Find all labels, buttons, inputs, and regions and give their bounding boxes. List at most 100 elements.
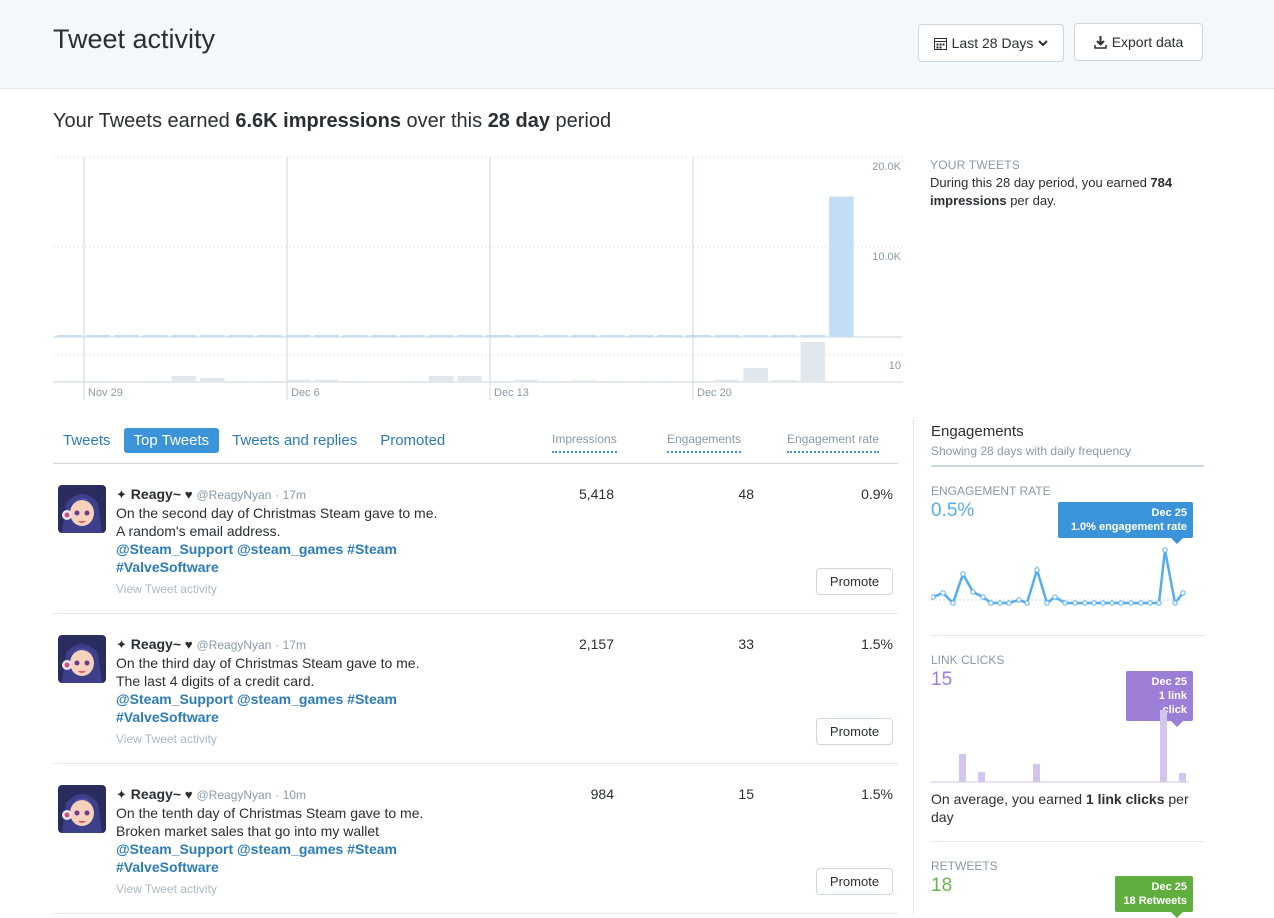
tab-top-tweets[interactable]: Top Tweets <box>123 427 220 453</box>
tweet-hashtag[interactable]: #ValveSoftware <box>116 559 219 575</box>
impressions-bar <box>228 335 254 337</box>
tweet-author-handle[interactable]: @ReagyNyan <box>196 638 272 652</box>
engagements-subtitle: Showing 28 days with daily frequency <box>931 444 1132 458</box>
link-clicks-average-value: 1 link clicks <box>1085 791 1165 807</box>
link-clicks-bar-chart <box>931 710 1189 783</box>
tweet-tabs: Tweets Top Tweets Tweets and replies Pro… <box>53 424 458 456</box>
secondary-bar <box>600 381 625 382</box>
tweet-hashtag[interactable]: #ValveSoftware <box>116 709 219 725</box>
tweet-mentions[interactable]: @Steam_Support @steam_games #Steam <box>116 691 397 707</box>
retweets-title: RETWEETS <box>931 859 998 873</box>
tweet-content: ✦ Reagy~ ♥ @ReagyNyan · 17m On the secon… <box>116 485 496 598</box>
tweet-author-name[interactable]: Reagy~ <box>130 486 181 502</box>
avatar[interactable] <box>58 635 106 683</box>
retweets-value: 18 <box>931 875 953 896</box>
calendar-icon <box>933 37 947 50</box>
tweet-row: ✦ Reagy~ ♥ @ReagyNyan · 17m On the third… <box>53 614 898 764</box>
engagement-rate-value: 0.5% <box>931 500 975 521</box>
link-clicks-tooltip: Dec 25 1 link click <box>1126 671 1193 727</box>
tweet-author-handle[interactable]: @ReagyNyan <box>196 788 272 802</box>
tweet-impressions: 5,418 <box>578 486 614 502</box>
tweet-list: ✦ Reagy~ ♥ @ReagyNyan · 17m On the secon… <box>53 463 898 914</box>
impressions-bar <box>800 335 826 337</box>
tweet-engagement-rate: 1.5% <box>861 636 893 652</box>
divider <box>931 841 1204 842</box>
engagement-rate-column-header[interactable]: Engagement rate <box>787 432 880 453</box>
tweet-author-name[interactable]: Reagy~ <box>130 786 181 802</box>
tweet-author-line: ✦ Reagy~ ♥ @ReagyNyan · 17m <box>116 485 496 504</box>
impressions-bar <box>657 335 683 337</box>
chevron-down-icon <box>1038 40 1049 47</box>
avatar[interactable] <box>58 785 106 833</box>
promote-button[interactable]: Promote <box>816 568 893 595</box>
tweet-impressions: 984 <box>590 786 614 802</box>
tweet-hashtag[interactable]: #ValveSoftware <box>116 859 219 875</box>
tab-tweets-and-replies[interactable]: Tweets and replies <box>232 431 358 449</box>
secondary-bar <box>314 379 339 382</box>
date-range-label: Last 28 Days <box>951 35 1034 51</box>
your-tweets-panel: YOUR TWEETS During this 28 day period, y… <box>930 158 1210 210</box>
impressions-bar <box>457 335 482 337</box>
tweet-row: ✦ Reagy~ ♥ @ReagyNyan · 17m On the secon… <box>53 464 898 614</box>
tweet-engagements: 33 <box>738 636 754 652</box>
tweet-engagements: 48 <box>738 486 754 502</box>
sparkle-icon: ✦ <box>116 637 127 652</box>
avatar[interactable] <box>58 485 106 533</box>
tweet-content: ✦ Reagy~ ♥ @ReagyNyan · 17m On the third… <box>116 635 496 748</box>
tweet-time: · 17m <box>275 638 306 652</box>
engagements-title: Engagements <box>931 423 1024 440</box>
engagement-rate-line-chart <box>931 547 1186 606</box>
secondary-bar <box>199 378 225 382</box>
tweet-mentions[interactable]: @Steam_Support @steam_games #Steam <box>116 841 397 857</box>
impressions-column-header[interactable]: Impressions <box>552 432 617 453</box>
tweet-author-handle[interactable]: @ReagyNyan <box>196 488 272 502</box>
heart-icon: ♥ <box>184 487 193 502</box>
your-tweets-text: During this 28 day period, you earned 78… <box>930 175 1173 208</box>
promote-button[interactable]: Promote <box>816 868 893 895</box>
tweet-engagement-rate: 0.9% <box>861 486 893 502</box>
tweet-text-line: On the second day of Christmas Steam gav… <box>116 505 438 521</box>
impressions-bar <box>628 335 654 337</box>
secondary-bar <box>57 380 82 382</box>
x-tick-label: Dec 13 <box>494 387 529 399</box>
view-tweet-activity-link[interactable]: View Tweet activity <box>116 582 217 596</box>
impressions-bar <box>686 335 711 337</box>
secondary-bar <box>543 381 568 382</box>
secondary-bar <box>514 379 540 382</box>
x-tick-label: Dec 6 <box>291 387 320 399</box>
secondary-bar <box>114 381 139 382</box>
engagements-panel: Engagements Showing 28 days with daily f… <box>913 420 1204 918</box>
date-range-button[interactable]: Last 28 Days <box>918 24 1064 62</box>
secondary-bar <box>228 381 254 382</box>
secondary-bar <box>285 379 311 382</box>
promote-button[interactable]: Promote <box>816 718 893 745</box>
retweets-tooltip: Dec 25 18 Retweets <box>1115 876 1193 918</box>
tweet-time: · 10m <box>275 788 306 802</box>
impressions-bar <box>743 335 768 337</box>
secondary-bar <box>342 381 368 382</box>
link-clicks-average: On average, you earned 1 link clicks per… <box>931 791 1189 825</box>
view-tweet-activity-link[interactable]: View Tweet activity <box>116 882 217 896</box>
tweet-mentions[interactable]: @Steam_Support @steam_games #Steam <box>116 541 397 557</box>
impressions-bar <box>199 335 225 337</box>
y-tick-label: 10 <box>889 360 901 372</box>
impressions-chart: Nov 29 Dec 6 Dec 13 Dec 20 20.0K 10.0K 10 <box>53 156 903 400</box>
impressions-bar <box>571 335 597 337</box>
impressions-bar <box>257 335 282 337</box>
link-clicks-value: 15 <box>931 669 953 690</box>
tab-promoted[interactable]: Promoted <box>380 431 446 449</box>
engagements-column-header[interactable]: Engagements <box>667 432 742 453</box>
tab-tweets[interactable]: Tweets <box>63 431 111 449</box>
impressions-bar <box>142 335 168 337</box>
view-tweet-activity-link[interactable]: View Tweet activity <box>116 732 217 746</box>
tweet-text-line: A random's email address. <box>116 523 281 539</box>
impressions-bar <box>771 335 797 337</box>
tweet-text-line: On the tenth day of Christmas Steam gave… <box>116 805 424 821</box>
export-data-button[interactable]: Export data <box>1074 23 1203 61</box>
link-clicks-title: LINK CLICKS <box>931 653 1005 667</box>
tweet-author-name[interactable]: Reagy~ <box>130 636 181 652</box>
secondary-bar <box>571 380 597 382</box>
impressions-bar <box>57 335 82 337</box>
tweet-row: ✦ Reagy~ ♥ @ReagyNyan · 10m On the tenth… <box>53 764 898 914</box>
tweet-text-line: The last 4 digits of a credit card. <box>116 673 315 689</box>
